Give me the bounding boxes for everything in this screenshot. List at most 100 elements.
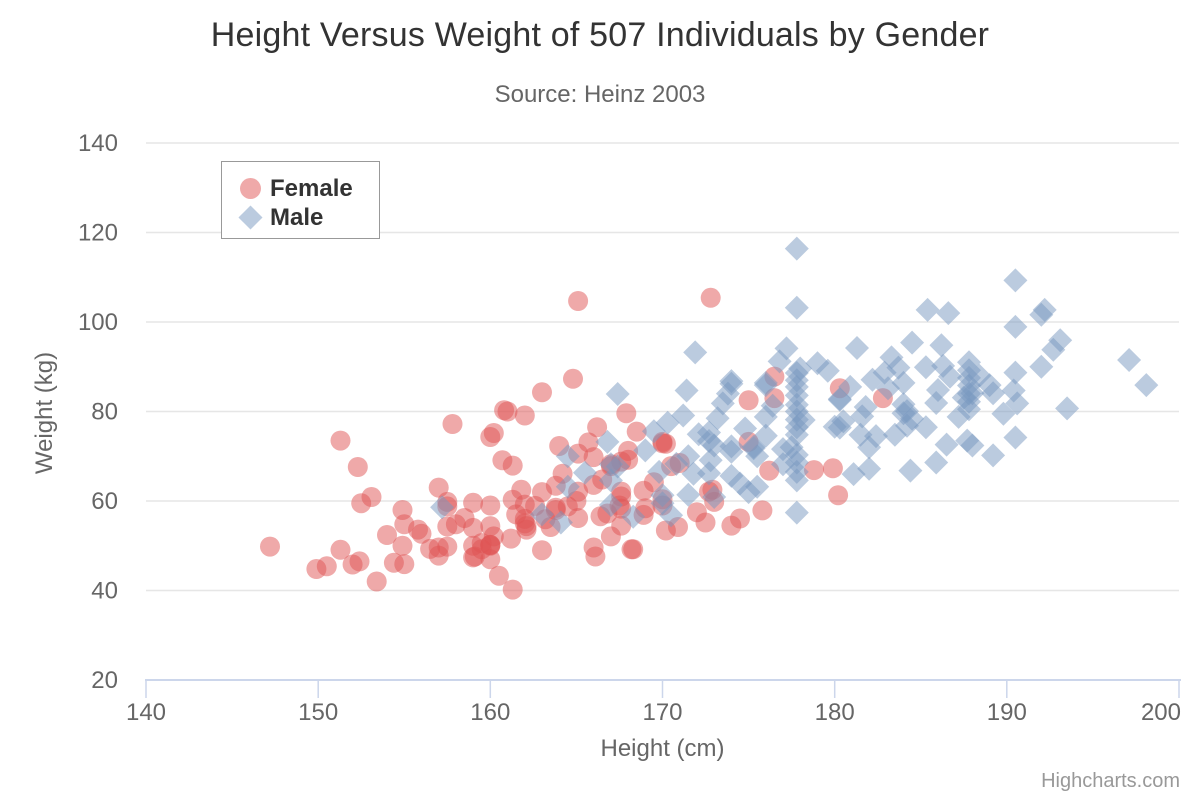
data-point-male[interactable] <box>991 401 1016 426</box>
data-point-female[interactable] <box>804 460 824 481</box>
data-point-male[interactable] <box>702 485 727 509</box>
data-point-female[interactable] <box>260 536 280 557</box>
data-point-male[interactable] <box>1029 354 1054 379</box>
data-point-male[interactable] <box>430 495 455 520</box>
data-point-male[interactable] <box>1117 348 1142 372</box>
data-point-male[interactable] <box>676 482 701 507</box>
data-point-male[interactable] <box>784 442 809 467</box>
data-point-male[interactable] <box>728 471 752 496</box>
data-point-female[interactable] <box>828 485 849 506</box>
data-point-female[interactable] <box>557 496 578 517</box>
data-point-male[interactable] <box>815 358 840 383</box>
data-point-male[interactable] <box>924 391 949 415</box>
data-point-female[interactable] <box>501 528 521 549</box>
data-point-female[interactable] <box>752 500 773 521</box>
data-point-female[interactable] <box>626 421 647 442</box>
data-point-female[interactable] <box>568 291 589 311</box>
data-point-female[interactable] <box>394 514 415 535</box>
data-point-male[interactable] <box>784 500 809 525</box>
data-point-female[interactable] <box>316 556 337 577</box>
data-point-female[interactable] <box>463 547 484 568</box>
data-point-male[interactable] <box>900 330 925 355</box>
data-point-female[interactable] <box>330 430 351 451</box>
data-point-male[interactable] <box>698 448 723 473</box>
data-point-male[interactable] <box>1055 396 1080 421</box>
data-point-male[interactable] <box>1003 425 1028 450</box>
data-point-female[interactable] <box>532 382 552 403</box>
data-point-female[interactable] <box>366 571 387 592</box>
data-point-male[interactable] <box>895 399 919 424</box>
data-point-female[interactable] <box>583 537 604 558</box>
data-point-female[interactable] <box>506 504 527 525</box>
data-point-female[interactable] <box>730 508 750 529</box>
data-point-male[interactable] <box>659 503 684 528</box>
data-point-male[interactable] <box>1003 360 1028 385</box>
data-point-female[interactable] <box>686 502 707 523</box>
data-point-female[interactable] <box>463 492 484 513</box>
data-point-female[interactable] <box>822 458 843 479</box>
data-point-female[interactable] <box>377 525 397 545</box>
data-point-male[interactable] <box>555 474 580 499</box>
data-point-male[interactable] <box>767 349 792 374</box>
data-point-male[interactable] <box>1003 268 1028 293</box>
data-point-male[interactable] <box>595 429 620 454</box>
data-point-female[interactable] <box>578 432 599 453</box>
data-point-male[interactable] <box>791 408 816 432</box>
data-point-male[interactable] <box>838 374 863 399</box>
data-point-male[interactable] <box>753 370 778 395</box>
data-point-male[interactable] <box>913 355 938 380</box>
data-point-male[interactable] <box>845 336 869 360</box>
data-point-male[interactable] <box>876 376 900 401</box>
data-point-female[interactable] <box>738 390 759 411</box>
data-point-male[interactable] <box>741 434 766 459</box>
data-point-female[interactable] <box>394 554 415 575</box>
data-point-male[interactable] <box>548 510 573 535</box>
data-point-male[interactable] <box>1003 314 1028 339</box>
data-point-male[interactable] <box>650 483 675 508</box>
data-point-female[interactable] <box>330 539 351 560</box>
legend-item-male[interactable]: Male <box>237 203 379 232</box>
data-point-male[interactable] <box>655 410 680 435</box>
data-point-female[interactable] <box>347 457 368 477</box>
data-point-male[interactable] <box>981 443 1006 468</box>
legend-item-female[interactable]: Female <box>238 174 379 203</box>
data-point-female[interactable] <box>392 535 413 556</box>
data-point-female[interactable] <box>700 287 721 308</box>
data-point-female[interactable] <box>492 450 513 471</box>
data-point-male[interactable] <box>674 378 699 403</box>
data-point-male[interactable] <box>598 493 623 517</box>
data-point-male[interactable] <box>784 361 809 385</box>
data-point-male[interactable] <box>936 301 961 326</box>
data-point-male[interactable] <box>719 434 744 459</box>
data-point-male[interactable] <box>898 458 923 483</box>
data-point-female[interactable] <box>480 534 501 555</box>
data-point-male[interactable] <box>913 415 938 440</box>
data-point-male[interactable] <box>605 454 630 479</box>
data-point-female[interactable] <box>411 523 432 544</box>
data-point-male[interactable] <box>895 413 919 438</box>
data-point-female[interactable] <box>532 482 552 503</box>
data-point-female[interactable] <box>587 417 608 438</box>
data-point-male[interactable] <box>924 450 949 475</box>
data-point-female[interactable] <box>502 579 523 600</box>
data-point-male[interactable] <box>931 353 956 378</box>
data-point-male[interactable] <box>664 451 689 476</box>
data-point-female[interactable] <box>480 549 501 570</box>
data-point-male[interactable] <box>784 295 809 320</box>
data-point-male[interactable] <box>886 355 911 380</box>
data-point-male[interactable] <box>784 236 809 261</box>
data-point-male[interactable] <box>683 340 708 365</box>
data-point-female[interactable] <box>623 539 644 560</box>
data-point-male[interactable] <box>681 461 706 486</box>
data-point-male[interactable] <box>955 428 980 453</box>
data-point-female[interactable] <box>480 427 501 447</box>
data-point-female[interactable] <box>616 403 637 424</box>
data-point-male[interactable] <box>1032 297 1057 322</box>
data-point-male[interactable] <box>784 459 809 484</box>
data-point-male[interactable] <box>1048 328 1073 353</box>
data-point-female[interactable] <box>488 565 509 586</box>
data-point-female[interactable] <box>494 400 515 421</box>
data-point-female[interactable] <box>428 537 449 558</box>
data-point-female[interactable] <box>563 368 583 389</box>
data-point-male[interactable] <box>715 381 740 406</box>
